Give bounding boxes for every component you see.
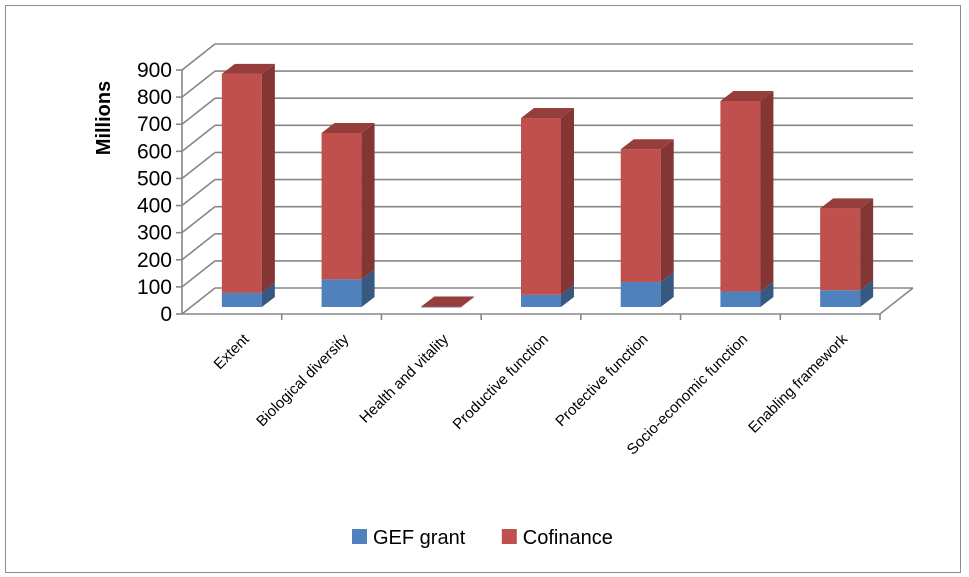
bar-top [221, 63, 275, 74]
category-label: Enabling framework [745, 330, 851, 436]
bar-cofinance [521, 108, 574, 295]
bar-gef-grant [421, 297, 475, 308]
bar-cofinance [720, 90, 774, 292]
bar-cofinance [421, 296, 475, 307]
legend-label: Cofinance [523, 527, 613, 549]
bar-gef-grant [521, 284, 574, 307]
legend-swatch [352, 529, 367, 544]
gridline-depth [181, 233, 216, 261]
bar-side [361, 122, 375, 280]
bar-side [760, 281, 774, 307]
bar-side [860, 280, 874, 307]
bar-top [620, 139, 674, 150]
bar-side [261, 282, 275, 307]
bar-gef-grant [720, 281, 774, 307]
bar-front [820, 290, 861, 307]
bar-side [261, 63, 275, 293]
bar-gef-grant [221, 282, 275, 307]
bar-front [321, 132, 362, 280]
category-label: Protective function [552, 331, 651, 430]
bar-cofinance [321, 122, 375, 280]
y-tick-label: 600 [137, 140, 172, 163]
bars-layer [221, 63, 874, 308]
bar-gef-grant [820, 280, 874, 307]
category-label: Biological diversity [253, 330, 353, 430]
bar-side [660, 139, 674, 283]
category-label: Productive function [450, 331, 552, 433]
y-tick-label: 200 [137, 249, 172, 272]
legend-swatch [501, 529, 517, 544]
legend-label: GEF grant [373, 527, 466, 549]
category-label: Extent [211, 330, 254, 373]
bar-front [820, 208, 861, 291]
bar-gef-grant [620, 272, 674, 307]
bar-side [760, 90, 774, 292]
gridline-depth [181, 124, 216, 152]
bar-side [860, 198, 874, 291]
bar-cofinance [620, 139, 674, 283]
bar-front [321, 279, 362, 307]
bar-cofinance [221, 63, 275, 293]
gridline-depth [181, 70, 216, 98]
category-labels: Extent Biological diversity Health and vit… [211, 330, 852, 458]
bar-front [620, 149, 661, 283]
bar-front [720, 291, 761, 307]
y-tick-label: 0 [160, 303, 172, 326]
bar-front [620, 282, 661, 307]
y-tick-label: 300 [137, 222, 172, 245]
chart-frame [5, 5, 961, 573]
y-tick-label: 700 [137, 113, 172, 136]
y-tick-label: 800 [137, 86, 172, 109]
gridline-depth [181, 43, 216, 71]
bar-side [561, 108, 574, 295]
legend-item: GEF grant [352, 527, 466, 549]
y-tick-labels: 0 100 200 300 400 500 600 700 800 900 [137, 59, 172, 326]
gridline-depth [181, 287, 216, 315]
gridline-depth [181, 260, 216, 288]
bar-side [660, 272, 674, 307]
floor-right-edge [879, 287, 914, 315]
bar-top [720, 90, 774, 101]
bar-front [421, 306, 462, 307]
bar-front [221, 292, 262, 307]
bar-side [361, 269, 375, 307]
legend-item: Cofinance [501, 527, 613, 549]
bar-side [461, 296, 475, 307]
gridline-depth [181, 206, 216, 234]
y-tick-label: 400 [137, 195, 172, 218]
category-label: Health and vitality [356, 330, 452, 426]
bar-side [561, 284, 574, 307]
bar-top [820, 198, 874, 209]
y-axis-label: Millions [93, 81, 115, 155]
bar-top [321, 122, 375, 133]
bar-front [720, 100, 761, 292]
y-tick-label: 100 [137, 276, 172, 299]
bar-gef-grant [321, 269, 375, 307]
bar-front [221, 73, 262, 293]
bar-cofinance [820, 198, 874, 291]
bar-front [521, 118, 561, 295]
bar-top [421, 296, 475, 307]
gridline-depth [181, 178, 216, 207]
bar-front [421, 307, 462, 308]
y-tick-label: 500 [137, 167, 172, 190]
gridline-depth [181, 97, 216, 125]
legend: GEF grant Cofinance [352, 527, 613, 549]
gridline-depth [181, 151, 216, 180]
bar-front [521, 294, 561, 307]
bar-top [521, 108, 574, 119]
y-tick-label: 900 [137, 59, 172, 82]
